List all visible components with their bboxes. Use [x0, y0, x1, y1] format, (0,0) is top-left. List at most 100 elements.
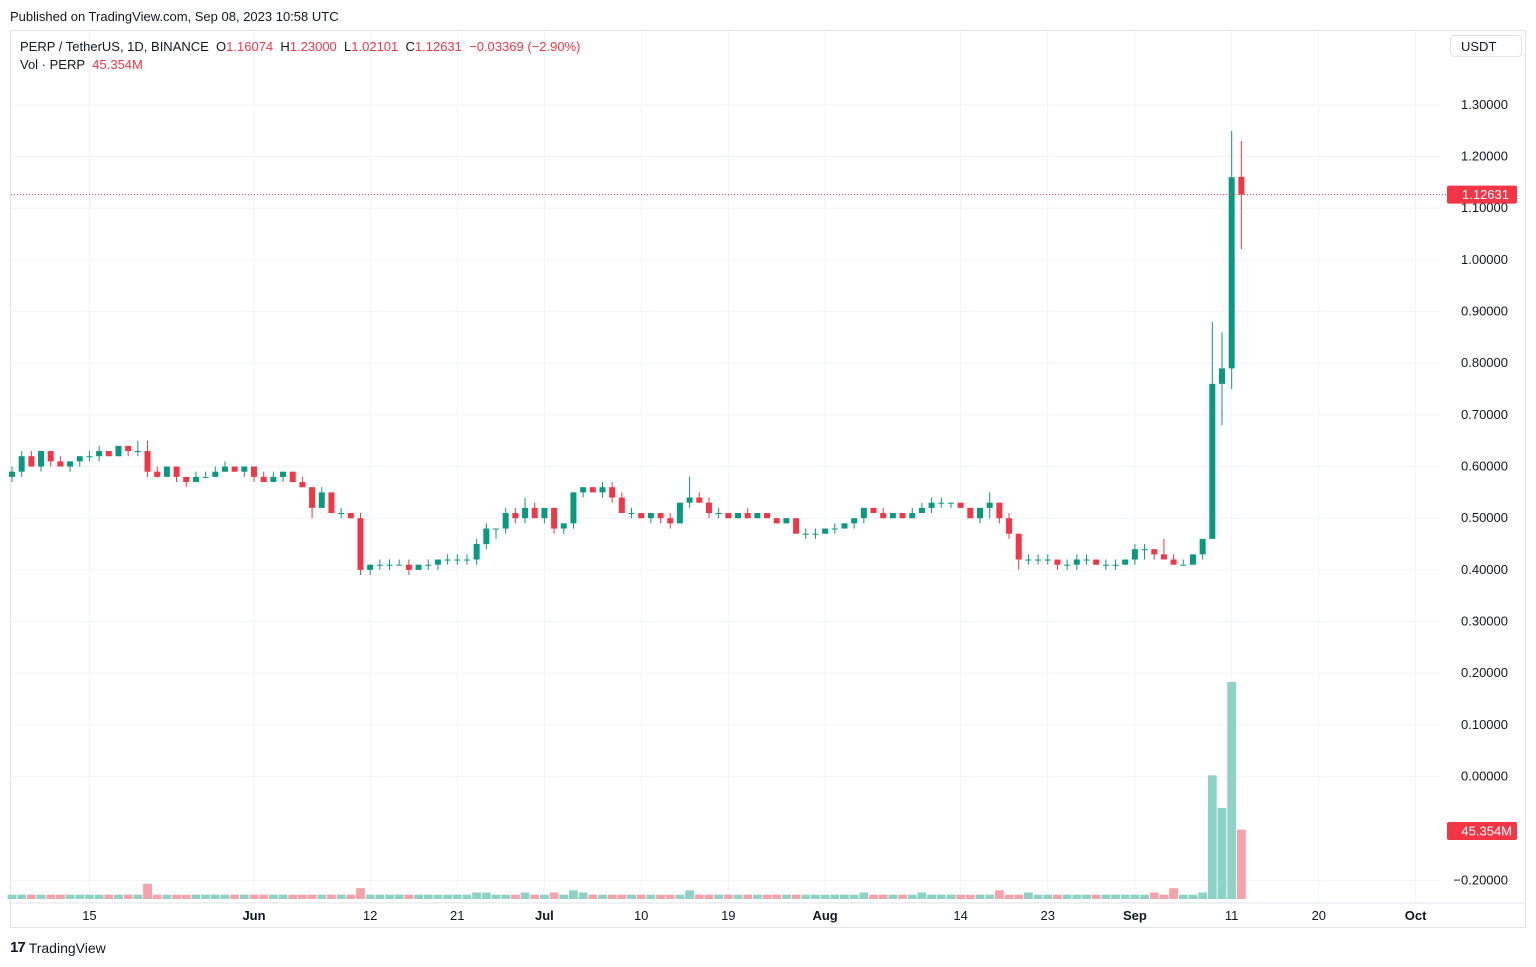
- candle-body: [309, 487, 316, 508]
- volume-bar: [898, 894, 907, 899]
- candle-body: [1054, 559, 1061, 565]
- volume-bar: [859, 892, 869, 899]
- volume-bar: [510, 894, 520, 899]
- volume-bar: [201, 894, 210, 899]
- candle-body: [560, 523, 567, 529]
- candle-body: [1170, 559, 1177, 565]
- volume-bar: [965, 894, 975, 899]
- volume-bar: [704, 894, 714, 899]
- volume-bar: [549, 892, 559, 899]
- volume-bar: [423, 894, 433, 899]
- candle-body: [57, 461, 64, 467]
- open-value: 1.16074: [226, 39, 274, 54]
- candle-body: [105, 451, 112, 457]
- volume-bar: [1169, 888, 1178, 899]
- last-price-badge: [1447, 185, 1517, 204]
- low-label: L: [344, 39, 352, 54]
- volume-bar: [936, 894, 946, 899]
- candle-body: [1073, 559, 1080, 565]
- candle-body: [463, 559, 470, 561]
- volume-bar: [249, 894, 259, 899]
- volume-bar: [1101, 894, 1111, 899]
- candle-body: [696, 497, 703, 503]
- candle-body: [715, 513, 722, 515]
- candle-body: [1006, 518, 1013, 534]
- volume-bar: [365, 894, 375, 899]
- y-tick-label: 1.30000: [1461, 97, 1508, 112]
- candle-body: [260, 476, 267, 483]
- candle-body: [173, 466, 180, 477]
- volume-bar: [481, 892, 491, 899]
- candle-body: [541, 507, 548, 519]
- candle-body: [676, 502, 683, 524]
- volume-bar: [675, 894, 685, 899]
- volume-bar: [220, 894, 230, 899]
- candle-body: [1093, 559, 1100, 565]
- candle-body: [328, 492, 335, 514]
- y-tick-label: −0.20000: [1453, 873, 1508, 888]
- volume-bar: [36, 894, 46, 899]
- volume-bar: [298, 894, 307, 899]
- volume-bar: [1111, 894, 1120, 899]
- candle-body: [1141, 549, 1148, 551]
- volume-bar: [133, 894, 143, 899]
- volume-bar: [1082, 894, 1091, 899]
- x-tick-label: Oct: [1405, 908, 1427, 923]
- candle-body: [744, 513, 751, 519]
- volume-bar: [26, 894, 36, 899]
- volume-bar: [230, 894, 240, 899]
- candle-body: [376, 564, 383, 566]
- x-tick-label: 14: [953, 908, 967, 923]
- volume-bar: [782, 894, 791, 899]
- volume-label[interactable]: Vol · PERP: [20, 57, 86, 72]
- volume-bar: [1217, 807, 1227, 899]
- volume-bar: [520, 892, 530, 899]
- x-tick-label: 15: [82, 908, 96, 923]
- candle-body: [125, 445, 132, 452]
- candle-body: [860, 507, 867, 519]
- y-tick-label: 0.80000: [1461, 355, 1508, 370]
- volume-bar: [1149, 892, 1159, 899]
- candle-body: [802, 533, 809, 535]
- tradingview-logo[interactable]: 17 TradingView: [10, 939, 106, 956]
- candle-body: [270, 476, 277, 483]
- currency-button[interactable]: USDT: [1450, 35, 1522, 57]
- y-tick-label: 0.60000: [1461, 459, 1508, 474]
- volume-bar: [627, 894, 636, 899]
- change-value: −0.03369 (−2.90%): [469, 39, 581, 54]
- candle-body: [947, 502, 954, 504]
- volume-bar: [869, 894, 878, 899]
- candle-body: [609, 487, 616, 498]
- candle-body: [512, 513, 519, 519]
- x-tick-label: 21: [450, 908, 464, 923]
- close-label: C: [405, 39, 415, 54]
- candle-body: [618, 497, 625, 514]
- volume-bar: [578, 892, 588, 899]
- close-value: 1.12631: [414, 39, 462, 54]
- y-tick-label: 0.70000: [1461, 407, 1508, 422]
- candle-body: [570, 492, 577, 524]
- candle-body: [425, 564, 432, 566]
- candle-body: [76, 456, 83, 462]
- candle-body: [144, 451, 151, 472]
- volume-bar: [1024, 892, 1033, 899]
- volume-row: Vol · PERP 45.354M: [20, 56, 580, 74]
- symbol-label[interactable]: PERP / TetherUS, 1D, BINANCE: [20, 39, 209, 54]
- volume-bar: [375, 894, 385, 899]
- volume-bar: [46, 894, 56, 899]
- candle-body: [889, 513, 896, 519]
- y-tick-label: 0.30000: [1461, 614, 1508, 629]
- volume-bar: [172, 894, 181, 899]
- volume-bar: [56, 894, 65, 899]
- candle-body: [318, 492, 325, 508]
- candle-body: [647, 513, 654, 519]
- candle-body: [212, 471, 219, 477]
- volume-bar: [307, 894, 317, 899]
- candle-body: [280, 471, 287, 477]
- volume-bar: [994, 890, 1004, 899]
- volume-bar: [772, 894, 782, 899]
- candle-body: [1044, 559, 1051, 561]
- candle-body: [812, 533, 819, 535]
- volume-bar: [278, 894, 288, 899]
